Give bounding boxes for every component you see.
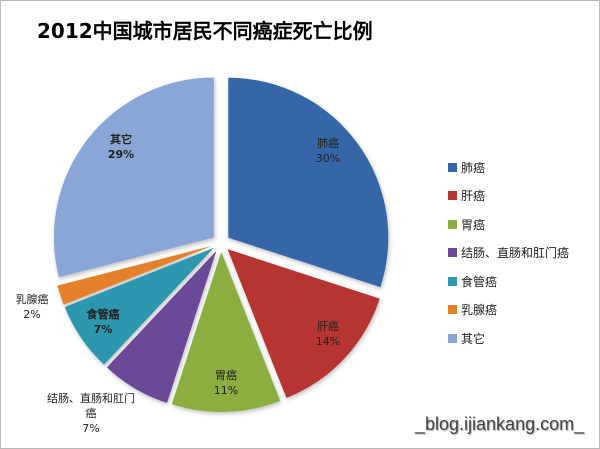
slice-label-stomach: 胃癌 11% xyxy=(213,369,239,397)
pie-slice xyxy=(227,249,380,398)
legend-item-liver: 肝癌 xyxy=(448,182,569,211)
legend-item-breast: 乳腺癌 xyxy=(448,296,569,325)
pie-slice xyxy=(228,77,389,288)
slice-label-lung: 肺癌 30% xyxy=(315,137,341,165)
pie-slice xyxy=(64,248,214,365)
legend-swatch xyxy=(448,305,457,315)
legend-swatch xyxy=(448,333,457,343)
legend-swatch xyxy=(448,219,457,229)
legend-item-esophageal: 食管癌 xyxy=(448,267,569,296)
pie-slice xyxy=(106,250,217,403)
legend-swatch xyxy=(448,162,457,172)
slice-label-liver: 肝癌 14% xyxy=(315,320,341,348)
chart-title: 2012中国城市居民不同癌症死亡比例 xyxy=(37,19,373,43)
slice-label-other: 其它 29% xyxy=(107,133,135,161)
slice-label-breast: 乳腺癌 2% xyxy=(15,293,49,321)
slice-label-esophageal: 食管癌 7% xyxy=(86,308,120,336)
chart-legend: 肺癌 肝癌 胃癌 结肠、直肠和肛门癌 食管癌 乳腺癌 其它 xyxy=(448,153,569,353)
legend-item-stomach: 胃癌 xyxy=(448,210,569,239)
legend-item-lung: 肺癌 xyxy=(448,153,569,182)
slice-label-colorectal: 结肠、直肠和肛门癌 7% xyxy=(47,392,135,435)
pie-slice xyxy=(53,77,214,278)
legend-item-other: 其它 xyxy=(448,324,569,353)
legend-item-colorectal: 结肠、直肠和肛门癌 xyxy=(448,239,569,268)
pie-slice xyxy=(171,251,281,412)
pie-slice xyxy=(57,245,213,305)
legend-swatch xyxy=(448,191,457,201)
legend-swatch xyxy=(448,276,457,286)
watermark-text: _blog.ijiankang.com_ xyxy=(415,414,585,434)
legend-swatch xyxy=(448,248,457,258)
